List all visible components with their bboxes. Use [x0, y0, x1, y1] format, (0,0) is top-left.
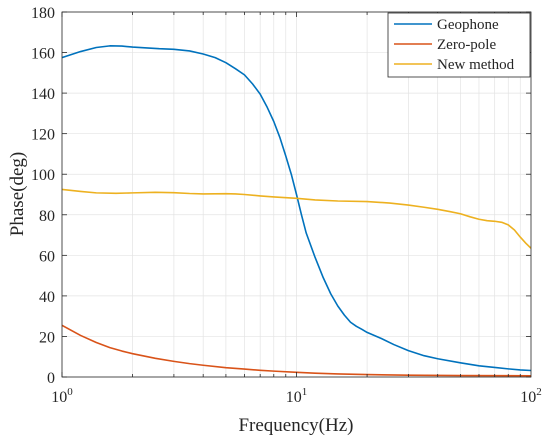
y-tick-label: 120	[31, 127, 55, 144]
series-layer	[62, 45, 531, 377]
legend-label-zero-pole: Zero-pole	[437, 37, 496, 53]
legend-items: Geophone Zero-pole New method	[394, 17, 515, 73]
y-tick-label: 140	[31, 86, 55, 103]
y-tick-label: 160	[31, 46, 55, 63]
x-tick-label: 101	[286, 386, 308, 406]
x-tick-label: 102	[520, 386, 542, 406]
y-tick-label: 100	[31, 167, 55, 184]
y-axis-label: Phase(deg)	[7, 152, 28, 236]
y-tick-label: 20	[39, 329, 55, 346]
series-line-geophone	[62, 45, 531, 372]
axis-ticks	[61, 11, 531, 378]
y-tick-label: 180	[31, 5, 55, 22]
legend-label-new-method: New method	[437, 57, 515, 73]
series-line-zero-pole	[62, 324, 531, 377]
y-tick-label: 60	[39, 248, 55, 265]
y-tick-label: 0	[47, 370, 55, 387]
legend: Geophone Zero-pole New method	[387, 12, 531, 78]
x-axis-label: Frequency(Hz)	[238, 415, 353, 436]
x-tick-labels: 100 101 102	[51, 386, 542, 406]
legend-label-geophone: Geophone	[437, 17, 499, 33]
y-tick-label: 80	[39, 208, 55, 225]
series-line-new-method	[62, 188, 531, 249]
y-tick-labels: 0 20 40 60 80 100 120 140 160 180	[31, 5, 55, 387]
x-tick-label: 100	[51, 386, 73, 406]
y-tick-label: 40	[39, 289, 55, 306]
